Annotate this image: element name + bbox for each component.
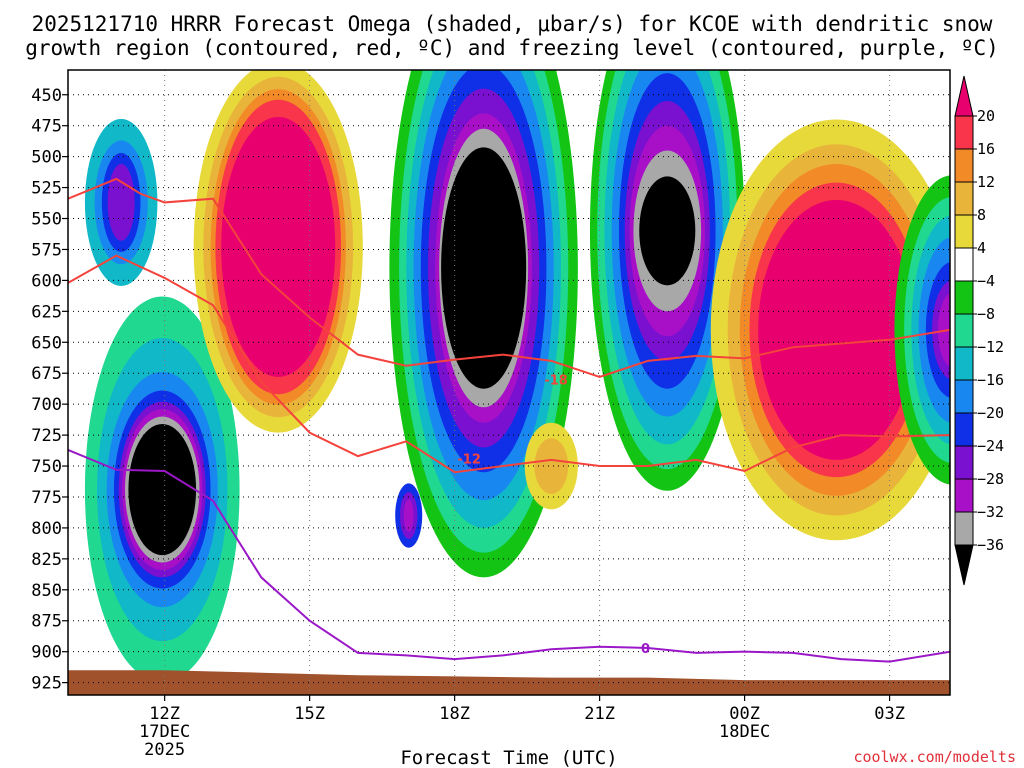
colorbar-label-8: −16: [977, 371, 1004, 389]
dgz-contour-neg18-label: -18: [544, 373, 568, 388]
omega-contour-20: [221, 117, 336, 377]
descent-center-c: [389, 70, 578, 578]
colorbar-label-7: −12: [977, 338, 1004, 356]
plot-frame: [67, 69, 951, 696]
omega-contour-neg36: [639, 176, 696, 286]
y-tick-label-750: 750: [31, 457, 62, 477]
y-tick-label-450: 450: [31, 86, 62, 106]
y-tick-label-675: 675: [31, 364, 62, 384]
y-tick-label-525: 525: [31, 179, 62, 199]
credit-text: coolwx.com/modelts: [853, 748, 1016, 766]
y-tick-label-500: 500: [31, 148, 62, 168]
dgz-contour-neg18-line: [68, 177, 950, 378]
colorbar-label-6: −8: [977, 305, 995, 323]
omega-contour-20: [758, 199, 915, 460]
colorbar-top-arrow: [954, 75, 974, 117]
omega-contour-neg36: [441, 147, 527, 389]
x-tick-label-15Z: 15Z: [294, 704, 325, 724]
y-tick-label-475: 475: [31, 117, 62, 137]
descent-center-a: [84, 296, 240, 683]
y-tick-label-850: 850: [31, 581, 62, 601]
x-axis-label: Forecast Time (UTC): [400, 747, 617, 768]
descent-center-d: [589, 70, 745, 491]
colorbar-segment-9: [954, 379, 974, 414]
x-tick-sub1-00Z: 18DEC: [719, 722, 770, 742]
dgz-contour-neg12-label: -12: [457, 453, 481, 468]
colorbar-label-13: −36: [977, 536, 1004, 554]
colorbar-label-11: −28: [977, 470, 1004, 488]
gridlines: [68, 70, 950, 695]
ascent-center-a: [193, 70, 363, 433]
y-tick-label-825: 825: [31, 550, 62, 570]
y-tick-label-550: 550: [31, 210, 62, 230]
y-tick-label-725: 725: [31, 426, 62, 446]
contours: -18 -12 0: [68, 177, 950, 663]
colorbar-label-0: 20: [977, 107, 995, 125]
colorbar-segment-6: [954, 280, 974, 315]
colorbar-segment-8: [954, 346, 974, 381]
colorbar-segment-2: [954, 148, 974, 183]
descent-center-b: [84, 118, 158, 286]
colorbar-label-10: −24: [977, 437, 1004, 455]
colorbar-segment-10: [954, 412, 974, 447]
colorbar-segment-12: [954, 478, 974, 513]
x-tick-label-12Z: 12Z: [149, 704, 180, 724]
colorbar-bottom-arrow: [954, 544, 974, 586]
colorbar-segment-13: [954, 511, 974, 546]
ascent-center-c: [710, 119, 950, 541]
omega-shading: [84, 70, 950, 683]
y-tick-label-575: 575: [31, 240, 62, 260]
y-tick-label-800: 800: [31, 519, 62, 539]
colorbar-segment-7: [954, 313, 974, 348]
y-tick-label-900: 900: [31, 643, 62, 663]
y-tick-label-700: 700: [31, 395, 62, 415]
omega-contour-neg36: [128, 423, 197, 556]
colorbar-label-3: 8: [977, 206, 986, 224]
x-tick-sub2-12Z: 2025: [144, 740, 185, 760]
colorbar-segment-3: [954, 181, 974, 216]
descent-center-f: [894, 175, 950, 485]
y-tick-label-925: 925: [31, 674, 62, 694]
freezing-level-line: [68, 449, 950, 663]
x-tick-label-18Z: 18Z: [439, 704, 470, 724]
y-tick-label-625: 625: [31, 302, 62, 322]
colorbar-label-1: 16: [977, 140, 995, 158]
x-tick-label-00Z: 00Z: [729, 704, 760, 724]
y-tick-label-600: 600: [31, 271, 62, 291]
x-tick-sub1-12Z: 17DEC: [139, 722, 190, 742]
colorbar-segment-5: [954, 247, 974, 282]
colorbar-label-2: 12: [977, 173, 995, 191]
colorbar-segment-1: [954, 115, 974, 150]
omega-contour-8: [534, 438, 569, 494]
ascent-center-b: [524, 422, 578, 510]
x-tick-label-03Z: 03Z: [874, 704, 905, 724]
colorbar-segment-11: [954, 445, 974, 480]
chart-title-line2: growth region (contoured, red, ºC) and f…: [25, 36, 999, 60]
omega-contour-neg28: [403, 499, 414, 532]
freezing-level-label: 0: [641, 642, 650, 657]
colorbar-segment-4: [954, 214, 974, 249]
dgz-contour-neg12-line: [68, 254, 950, 474]
colorbar-label-5: −4: [977, 272, 995, 290]
colorbar-label-9: −20: [977, 404, 1004, 422]
colorbar-label-4: 4: [977, 239, 986, 257]
omega-contour-neg24: [107, 164, 135, 241]
colorbar-label-12: −32: [977, 503, 1004, 521]
chart-title-line1: 2025121710 HRRR Forecast Omega (shaded, …: [32, 12, 993, 36]
x-tick-label-21Z: 21Z: [584, 704, 615, 724]
y-tick-label-775: 775: [31, 488, 62, 508]
plot-area: -18 -12 0: [68, 70, 950, 695]
descent-center-e: [395, 483, 423, 548]
colorbar: 20 16 12 8 4 −4 −8 −12 −16 −20 −24 −28 −32 −36: [954, 75, 1004, 586]
y-axis: 450 475 500 525 550 575 600 625 650 675 700 725 750 7…: [31, 86, 68, 694]
y-tick-label-875: 875: [31, 612, 62, 632]
y-tick-label-650: 650: [31, 333, 62, 353]
